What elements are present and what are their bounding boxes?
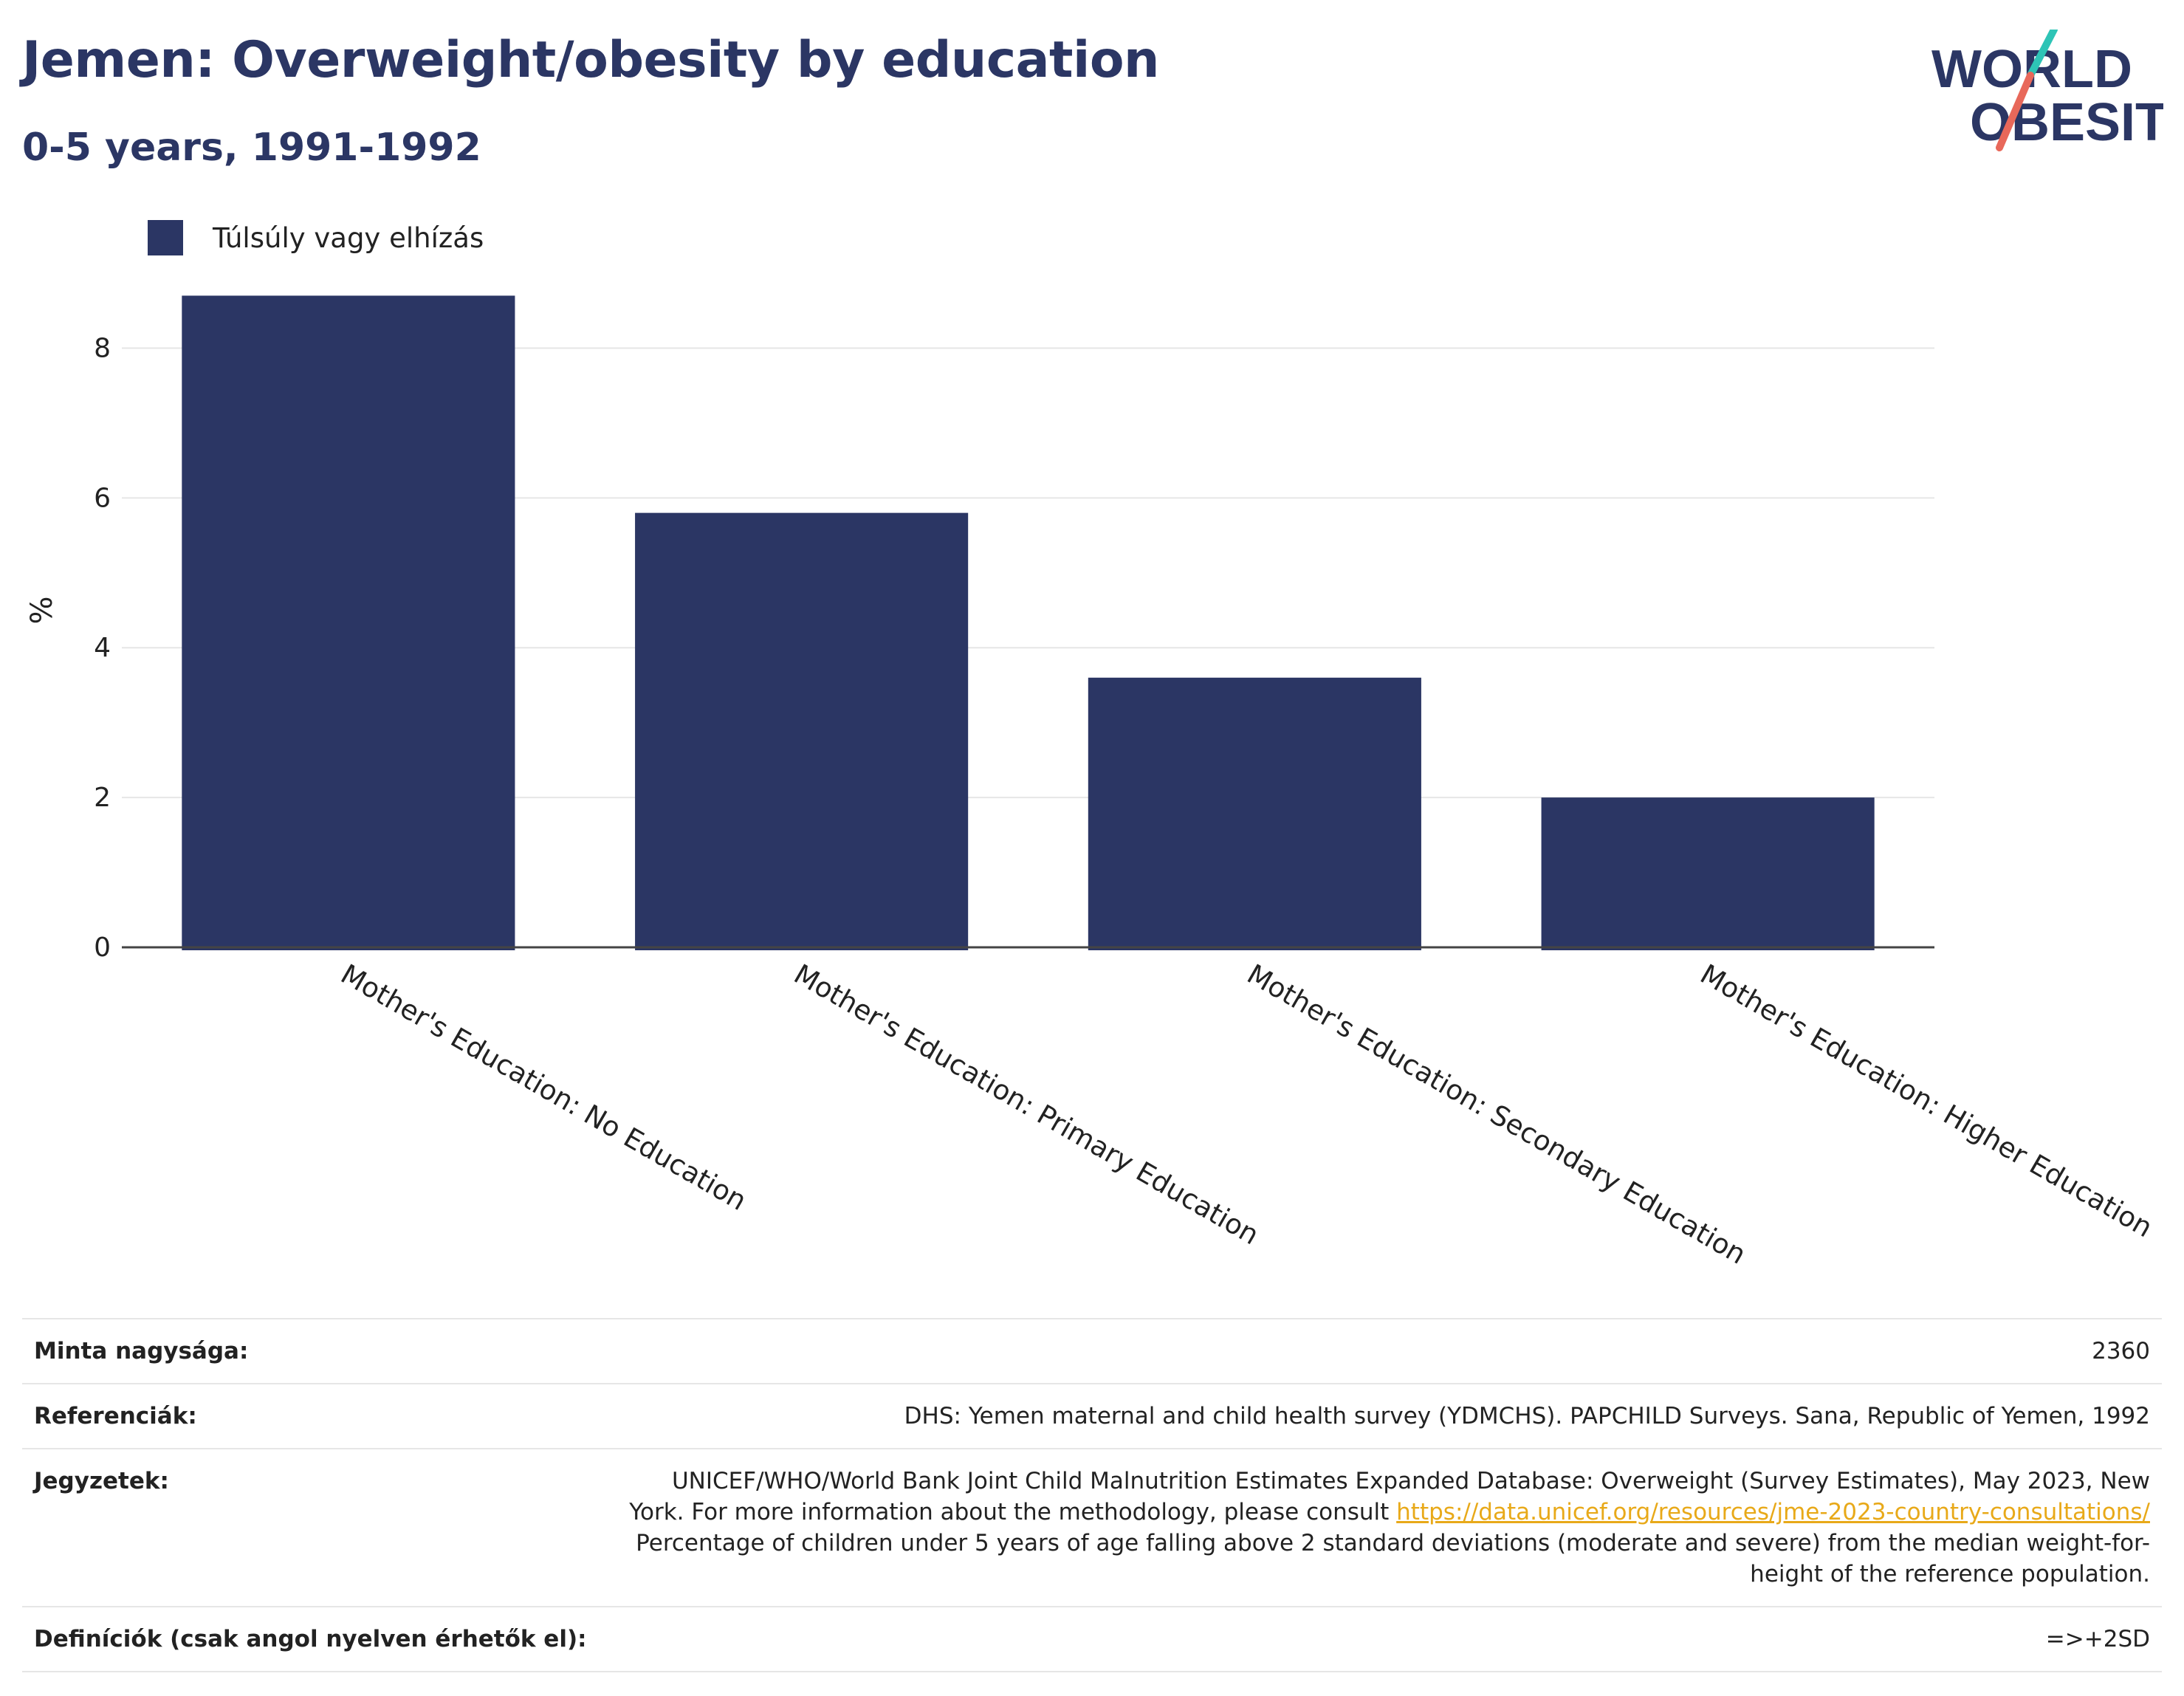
references-label: Referenciák: [22,1383,607,1449]
y-tick-label: 2 [94,783,111,813]
y-tick-label: 0 [94,933,111,963]
y-tick-label: 4 [94,633,111,663]
info-row-sample: Minta nagysága: 2360 [22,1318,2162,1384]
notes-link[interactable]: https://data.unicef.org/resources/jme-20… [1396,1499,2150,1525]
info-row-definitions: Definíciók (csak angol nyelven érhetők e… [22,1606,2162,1672]
x-tick-label: Mother's Education: Higher Education [1695,958,2158,1244]
logo-slash-coral [1996,72,2034,151]
references-value: DHS: Yemen maternal and child health sur… [607,1383,2162,1449]
world-obesity-logo: WORLD OBESITY [1931,30,2163,152]
info-table: Minta nagysága: 2360 Referenciák: DHS: Y… [22,1318,2162,1672]
bar [1541,797,1875,950]
definitions-value: =>+2SD [607,1606,2162,1672]
x-tick-label: Mother's Education: Secondary Education [1242,958,1751,1271]
notes-label: Jegyzetek: [22,1448,607,1607]
info-row-notes: Jegyzetek: UNICEF/WHO/World Bank Joint C… [22,1448,2162,1607]
page-title: Jemen: Overweight/obesity by education [22,31,1159,89]
x-tick-label: Mother's Education: Primary Education [789,958,1264,1252]
y-axis-label: % [25,596,59,624]
logo-slash-teal [2027,30,2058,79]
bar [182,295,515,950]
chart-legend: Túlsúly vagy elhízás [148,220,484,255]
notes-text: UNICEF/WHO/World Bank Joint Child Malnut… [629,1468,2150,1525]
legend-label: Túlsúly vagy elhízás [213,222,484,254]
legend-swatch [148,220,183,255]
y-tick-label: 8 [94,333,111,363]
notes-value: UNICEF/WHO/World Bank Joint Child Malnut… [607,1448,2162,1607]
bar [635,512,969,950]
bar [1088,677,1421,950]
x-tick-label: Mother's Education: No Education [335,958,752,1217]
sample-size-value: 2360 [607,1318,2162,1384]
sample-size-label: Minta nagysága: [22,1318,607,1384]
definitions-label: Definíciók (csak angol nyelven érhetők e… [22,1606,607,1672]
info-row-references: Referenciák: DHS: Yemen maternal and chi… [22,1383,2162,1449]
y-tick-label: 6 [94,483,111,513]
page-subtitle: 0-5 years, 1991-1992 [22,126,481,170]
notes-text-definition: Percentage of children under 5 years of … [636,1530,2150,1587]
